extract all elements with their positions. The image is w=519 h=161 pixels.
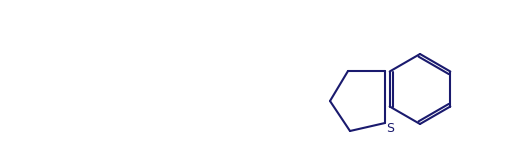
Text: S: S — [386, 123, 394, 136]
